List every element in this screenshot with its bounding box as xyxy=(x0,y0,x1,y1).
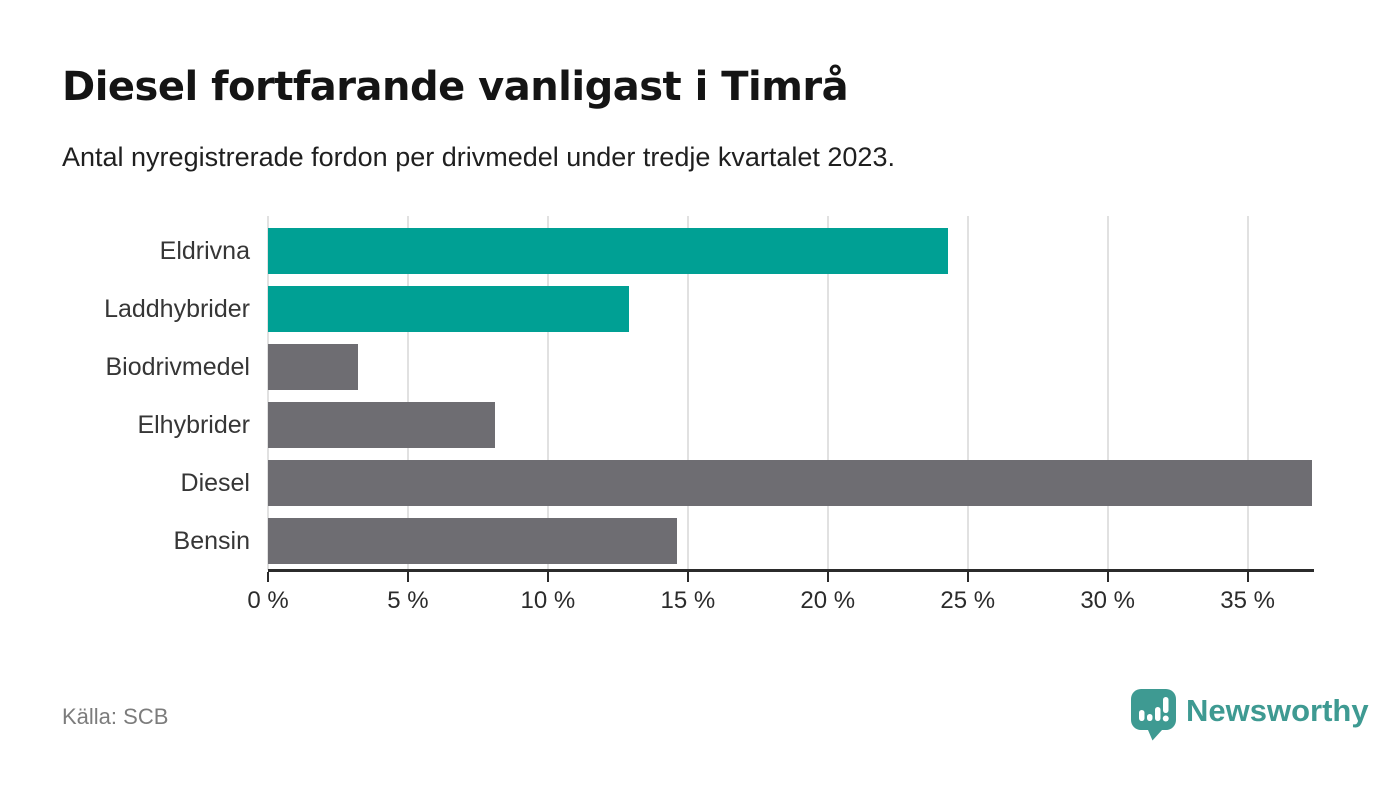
bar-elhybrider xyxy=(268,402,495,448)
x-axis-tick-label-10: 10 % xyxy=(520,587,576,614)
x-axis-tick-35 xyxy=(1246,572,1249,582)
newsworthy-logo[interactable]: Newsworthy xyxy=(1130,688,1369,746)
x-axis-tick-label-5: 5 % xyxy=(387,587,429,614)
x-axis-tick-label-0: 0 % xyxy=(247,587,289,614)
newsworthy-logo-icon xyxy=(1130,688,1177,746)
plot-area xyxy=(267,216,1312,570)
x-axis-tick-30 xyxy=(1106,572,1109,582)
chart-title: Diesel fortfarande vanligast i Timrå xyxy=(62,64,849,110)
category-label-laddhybrider: Laddhybrider xyxy=(104,295,250,323)
x-axis-line xyxy=(268,569,1314,572)
gridline-20 xyxy=(826,216,829,570)
x-axis-tick-label-15: 15 % xyxy=(660,587,716,614)
bar-laddhybrider xyxy=(268,286,630,332)
x-axis-tick-label-35: 35 % xyxy=(1220,587,1275,614)
x-axis-tick-label-20: 20 % xyxy=(800,587,856,614)
bar-eldrivna xyxy=(268,228,949,274)
x-axis-tick-20 xyxy=(826,572,829,582)
x-axis-tick-0 xyxy=(267,572,269,582)
bar-diesel xyxy=(268,460,1312,506)
bar-bensin xyxy=(268,518,677,564)
gridline-10 xyxy=(546,216,549,570)
gridline-30 xyxy=(1106,216,1109,570)
x-axis-tick-label-30: 30 % xyxy=(1080,587,1136,614)
chart-subtitle: Antal nyregistrerade fordon per drivmede… xyxy=(62,142,895,172)
gridline-35 xyxy=(1246,216,1249,570)
category-label-eldrivna: Eldrivna xyxy=(159,237,250,265)
x-axis-tick-label-25: 25 % xyxy=(940,587,996,614)
gridline-25 xyxy=(966,216,969,570)
category-label-diesel: Diesel xyxy=(180,469,250,497)
gridline-15 xyxy=(686,216,689,570)
category-label-bensin: Bensin xyxy=(173,527,250,555)
x-axis-tick-25 xyxy=(966,572,969,582)
x-axis-tick-10 xyxy=(546,572,549,582)
category-label-biodrivmedel: Biodrivmedel xyxy=(105,353,250,381)
gridline-5 xyxy=(406,216,409,570)
source-label: Källa: SCB xyxy=(62,704,169,729)
category-label-elhybrider: Elhybrider xyxy=(137,411,250,439)
bar-biodrivmedel xyxy=(268,344,358,390)
x-axis-tick-15 xyxy=(686,572,689,582)
brand-name: Newsworthy xyxy=(1186,693,1369,728)
gridline-0 xyxy=(267,216,269,570)
x-axis-tick-5 xyxy=(406,572,409,582)
